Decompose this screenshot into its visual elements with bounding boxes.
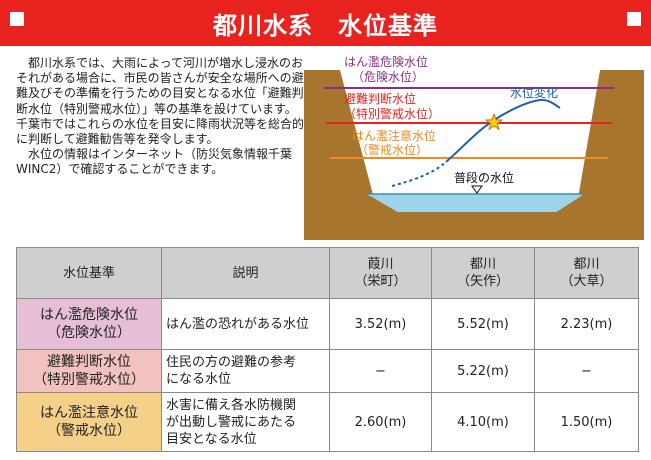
- row-value-col1: 3.52(m): [329, 298, 432, 350]
- row-level-name: はん濫危険水位 （危険水位）: [16, 298, 162, 350]
- normal-level-label: 普段の水位: [454, 170, 514, 185]
- table-row: 避難判断水位 （特別警戒水位） 住民の方の避難の参考 になる水位 − 5.22(m)…: [16, 349, 639, 393]
- header-level: 水位基準: [16, 247, 162, 299]
- row-value-col1: −: [329, 349, 432, 393]
- row-level-name: 避難判断水位 （特別警戒水位）: [16, 349, 162, 393]
- header-desc: 説明: [161, 247, 330, 299]
- table-header-row: 水位基準 説明 葭川 （栄町） 都川 （矢作） 都川 （大草）: [16, 247, 639, 299]
- row-description: 住民の方の避難の参考 になる水位: [161, 349, 330, 393]
- evac-label-2: （特別警戒水位）: [344, 106, 440, 121]
- normal-level-marker-icon: [471, 185, 483, 194]
- header-col1: 葭川 （栄町）: [329, 247, 432, 299]
- star-marker-icon: [484, 112, 504, 131]
- header-col2: 都川 （矢作）: [431, 247, 535, 299]
- header-col3: 都川 （大草）: [534, 247, 639, 299]
- river-water-level-diagram: はん濫危険水位 （危険水位） 避難判断水位 （特別警戒水位） はん濫注意水位 （…: [304, 54, 644, 240]
- caution-label-2: （警戒水位）: [356, 142, 428, 157]
- row-value-col2: 4.10(m): [431, 392, 535, 452]
- intro-paragraph-2: 水位の情報はインターネット（防災気象情報千葉 WINC2）で確認することができま…: [16, 147, 305, 177]
- danger-label-1: はん濫危険水位: [344, 54, 428, 69]
- evac-label-1: 避難判断水位: [344, 91, 416, 106]
- banner-square-right: [627, 12, 641, 26]
- page-title: 都川水系 水位基準: [213, 12, 438, 40]
- row-level-name: はん濫注意水位 （警戒水位）: [16, 392, 162, 452]
- table-row: はん濫危険水位 （危険水位） はん濫の恐れがある水位 3.52(m) 5.52(m…: [16, 298, 639, 350]
- water-change-label: 水位変化: [510, 85, 558, 100]
- water-level-table: 水位基準 説明 葭川 （栄町） 都川 （矢作） 都川 （大草） はん濫危険水位 （危険水…: [16, 247, 639, 452]
- banner-square-left: [10, 12, 24, 26]
- intro-paragraph-1: 都川水系では、大雨によって河川が増水し浸水のおそれがある場合に、市民の皆さんが安…: [16, 56, 305, 147]
- title-banner: 都川水系 水位基準: [0, 0, 651, 46]
- table-row: はん濫注意水位 （警戒水位） 水害に備え各水防機関 が出動し警戒にあたる 目安となる水…: [16, 392, 639, 452]
- caution-label-1: はん濫注意水位: [352, 128, 436, 143]
- row-value-col3: 1.50(m): [534, 392, 639, 452]
- water-level-change-curve: [391, 161, 447, 187]
- river-channel: [340, 70, 600, 212]
- row-description: 水害に備え各水防機関 が出動し警戒にあたる 目安となる水位: [161, 392, 330, 452]
- row-description: はん濫の恐れがある水位: [161, 298, 330, 350]
- row-value-col1: 2.60(m): [329, 392, 432, 452]
- normal-water: [366, 194, 584, 212]
- water-level-change-curve-solid: [445, 98, 561, 163]
- danger-label-2: （危険水位）: [352, 69, 424, 84]
- row-value-col3: 2.23(m): [534, 298, 639, 350]
- row-value-col3: −: [534, 349, 639, 393]
- row-value-col2: 5.22(m): [431, 349, 535, 393]
- intro-text: 都川水系では、大雨によって河川が増水し浸水のおそれがある場合に、市民の皆さんが安…: [16, 56, 306, 178]
- row-value-col2: 5.52(m): [431, 298, 535, 350]
